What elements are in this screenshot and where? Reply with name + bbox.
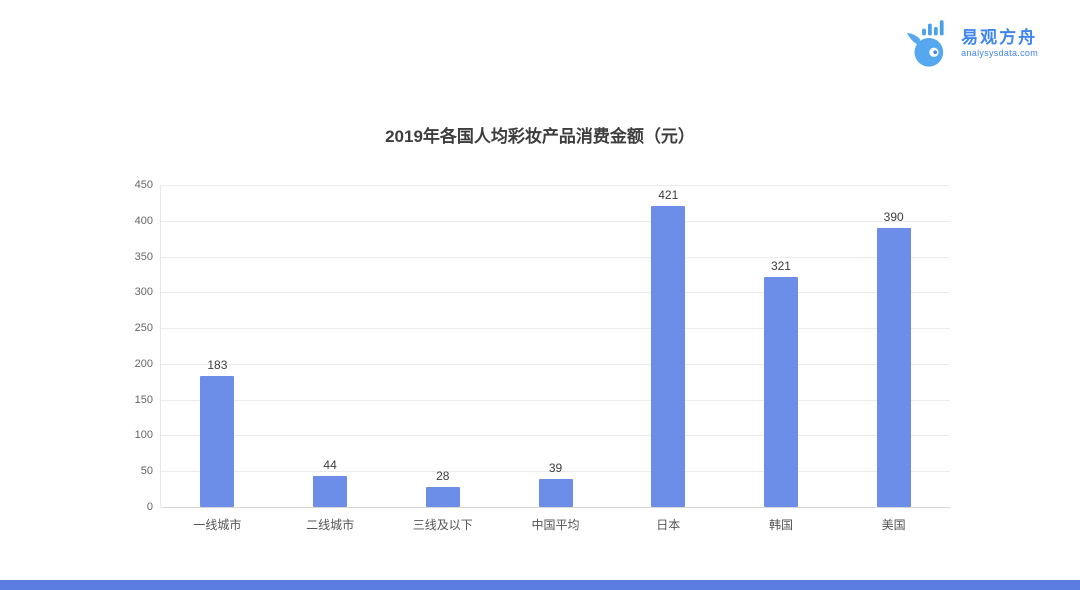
bar-column: 321: [725, 185, 838, 507]
gridline-50: [161, 471, 950, 473]
analysys-logo[interactable]: 易观方舟 analysysdata.com: [901, 16, 1038, 70]
bar-column: 421: [612, 185, 725, 507]
bar-value-label: 390: [883, 209, 904, 224]
gridline-200: [161, 363, 950, 365]
bar-value-label: 321: [770, 259, 791, 274]
bar: [876, 227, 911, 507]
y-tick-label-100: 100: [134, 429, 153, 442]
bar: [313, 475, 348, 507]
bar-value-label: 183: [207, 358, 228, 373]
y-tick-label-200: 200: [134, 357, 153, 370]
bar-value-label: 44: [323, 457, 337, 472]
y-tick-label-50: 50: [140, 465, 153, 478]
chart-title: 2019年各国人均彩妆产品消费金额（元）: [385, 127, 695, 146]
gridline-400: [161, 220, 950, 222]
y-tick-label-450: 450: [134, 179, 153, 191]
x-axis-label: 三线及以下: [412, 518, 473, 532]
bar-column: 183: [161, 185, 274, 507]
x-axis-label: 韩国: [768, 518, 793, 532]
bars-row: 183 44 28 39 421 321 390: [161, 185, 950, 507]
gridline-450: [161, 185, 950, 186]
bar: [651, 205, 686, 507]
y-tick-label-350: 350: [134, 250, 153, 263]
gridline-250: [161, 328, 950, 330]
bar-value-label: 28: [436, 468, 450, 483]
bar-column: 39: [499, 185, 612, 507]
x-axis-label: 美国: [881, 518, 906, 532]
whale-chart-icon: [907, 20, 944, 67]
bar: [763, 277, 798, 507]
gridline-150: [161, 399, 950, 401]
gridline-350: [161, 256, 950, 258]
x-axis-label: 日本: [656, 518, 681, 532]
logo-domain: analysysdata.com: [961, 47, 1038, 58]
plot-area: 450 400 350 300 250 200 150 100 50 0 183 44 28 39 421…: [135, 179, 950, 532]
bar-column: 28: [386, 185, 499, 507]
bar-column: 390: [837, 185, 950, 507]
gridline-300: [161, 292, 950, 294]
bar-column: 44: [274, 185, 387, 507]
gridline-100: [161, 435, 950, 437]
y-tick-label-300: 300: [134, 286, 153, 299]
x-axis-label: 二线城市: [306, 518, 355, 532]
x-axis-label: 中国平均: [531, 518, 580, 532]
y-tick-label-150: 150: [134, 393, 153, 406]
bar: [200, 376, 235, 507]
x-axis-label: 一线城市: [193, 518, 242, 532]
logo-name: 易观方舟: [961, 28, 1038, 48]
bar: [425, 486, 460, 507]
y-tick-label-400: 400: [134, 214, 153, 227]
bar-value-label: 39: [548, 461, 563, 476]
y-tick-label-250: 250: [134, 322, 153, 335]
footer-brand-strip: [0, 580, 1080, 590]
bar: [538, 479, 573, 507]
gridline-0: [161, 507, 950, 508]
x-axis-labels: 一线城市 二线城市 三线及以下 中国平均 日本 韩国 美国: [161, 516, 950, 533]
y-tick-label-0: 0: [146, 501, 153, 513]
bar-value-label: 421: [658, 187, 679, 202]
logo-text: 易观方舟 analysysdata.com: [961, 28, 1038, 58]
